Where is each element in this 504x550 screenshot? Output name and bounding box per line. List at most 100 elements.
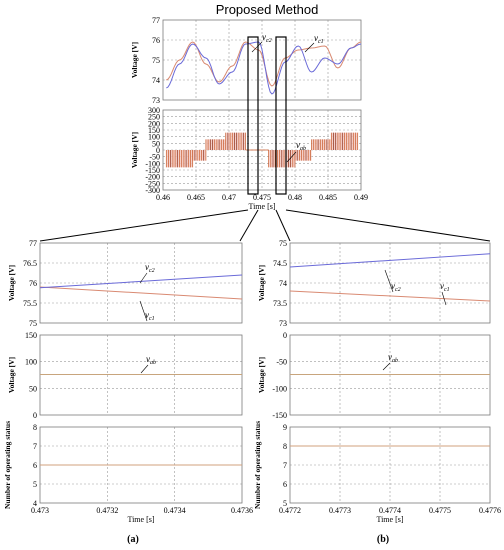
y-tick-label: 50 — [29, 384, 37, 393]
annotation-arrow — [139, 300, 148, 322]
annotation-vc2: vc2 — [262, 32, 272, 44]
y-tick-label: 76.5 — [23, 259, 37, 268]
y-axis-label: Voltage [V] — [130, 42, 139, 78]
y-axis-label: Voltage [V] — [7, 357, 16, 393]
x-axis-label: Time [s] — [127, 515, 154, 524]
figure-title: Proposed Method — [216, 2, 319, 17]
y-axis-label: Voltage [V] — [257, 357, 266, 393]
y-tick-label: 7 — [283, 461, 287, 470]
y-tick-label: 8 — [33, 423, 37, 432]
annotation-vab: vab — [296, 140, 306, 152]
y-axis-label: Number of operating status — [253, 421, 262, 509]
x-tick-label: 0.4775 — [429, 506, 451, 515]
plot-frame — [39, 242, 243, 324]
zoom-window-a — [247, 36, 259, 195]
x-tick-label: 0.4776 — [479, 506, 501, 515]
plot-frame — [162, 109, 362, 191]
y-tick-label: -100 — [145, 159, 160, 168]
y-axis-label: Voltage [V] — [7, 265, 16, 301]
y-tick-label: 4 — [33, 499, 37, 508]
y-tick-label: 77 — [152, 16, 160, 25]
y-tick-label: 5 — [33, 480, 37, 489]
zoom-arrow — [239, 209, 259, 242]
y-tick-label: 300 — [148, 106, 160, 115]
zoom-arrow — [39, 209, 249, 242]
zoom-window-b — [275, 36, 287, 195]
vab-band — [295, 150, 312, 161]
x-tick-label: 0.4736 — [231, 506, 253, 515]
panel-label-a: (a) — [127, 534, 139, 545]
panel-label-b: (b) — [377, 534, 389, 545]
x-tick-label: 0.4772 — [279, 506, 301, 515]
x-tick-label: 0.46 — [156, 193, 170, 202]
y-tick-label: 8 — [283, 442, 287, 451]
annotation-arrow — [304, 42, 315, 53]
x-tick-label: 0.48 — [288, 193, 302, 202]
y-tick-label: 100 — [25, 358, 37, 367]
y-tick-label: 73.5 — [273, 299, 287, 308]
y-tick-label: -300 — [145, 186, 160, 195]
annotation-vc2: vc2 — [391, 281, 401, 293]
y-tick-label: 74 — [152, 76, 160, 85]
y-tick-label: 150 — [25, 331, 37, 340]
x-tick-label: 0.485 — [319, 193, 337, 202]
x-tick-label: 0.4734 — [164, 506, 186, 515]
y-tick-label: 75 — [152, 56, 160, 65]
plot-frame — [289, 426, 491, 504]
annotation-vab: vab — [388, 352, 398, 364]
x-tick-label: 0.49 — [354, 193, 368, 202]
annotation-arrow — [384, 269, 394, 293]
annotation-arrow — [382, 362, 391, 371]
y-tick-label: 200 — [148, 119, 160, 128]
x-tick-label: 0.465 — [187, 193, 205, 202]
annotation-vc1: vc1 — [440, 281, 450, 293]
annotation-vc1: vc1 — [314, 33, 324, 45]
plot-frame — [289, 242, 491, 324]
y-tick-label: 76 — [152, 36, 160, 45]
zoom-arrow — [275, 209, 291, 242]
x-axis-label: Time [s] — [376, 515, 403, 524]
y-tick-label: -250 — [145, 179, 160, 188]
y-tick-label: 0 — [283, 331, 287, 340]
annotation-vab: vab — [146, 354, 156, 366]
x-tick-label: 0.475 — [253, 193, 271, 202]
annotation-arrow — [441, 291, 447, 306]
y-axis-label: Voltage [V] — [257, 265, 266, 301]
y-tick-label: 76 — [29, 279, 37, 288]
x-tick-label: 0.47 — [222, 193, 236, 202]
y-tick-label: 7 — [33, 442, 37, 451]
plot-frame — [162, 19, 362, 101]
y-axis-label: Number of operating status — [3, 421, 12, 509]
y-tick-label: -200 — [145, 173, 160, 182]
y-tick-label: 5 — [283, 499, 287, 508]
y-tick-label: 74 — [279, 279, 287, 288]
annotation-arrow — [139, 272, 148, 284]
y-tick-label: 75.5 — [23, 299, 37, 308]
series-vc2-line — [166, 41, 362, 95]
y-tick-label: 0 — [33, 411, 37, 420]
vab-band — [225, 132, 246, 150]
y-tick-label: 150 — [148, 126, 160, 135]
series-vc1-line — [39, 286, 243, 300]
y-tick-label: 73 — [152, 96, 160, 105]
series-vc1-line — [289, 290, 491, 302]
y-axis-label: Voltage [V] — [130, 132, 139, 168]
x-axis-label: Time [s] — [248, 202, 275, 211]
y-tick-label: 74.5 — [273, 259, 287, 268]
x-tick-label: 0.4732 — [96, 506, 118, 515]
y-tick-label: 6 — [33, 461, 37, 470]
x-tick-label: 0.4774 — [379, 506, 401, 515]
y-tick-label: -50 — [149, 153, 160, 162]
x-tick-label: 0.473 — [31, 506, 49, 515]
annotation-vc2: vc2 — [145, 262, 155, 274]
annotation-vc1: vc1 — [145, 310, 155, 322]
y-tick-label: 50 — [152, 139, 160, 148]
y-tick-label: -150 — [145, 166, 160, 175]
y-tick-label: 75 — [279, 239, 287, 248]
y-tick-label: 0 — [156, 146, 160, 155]
y-tick-label: 250 — [148, 113, 160, 122]
y-tick-label: -50 — [276, 358, 287, 367]
y-tick-label: 75 — [29, 319, 37, 328]
